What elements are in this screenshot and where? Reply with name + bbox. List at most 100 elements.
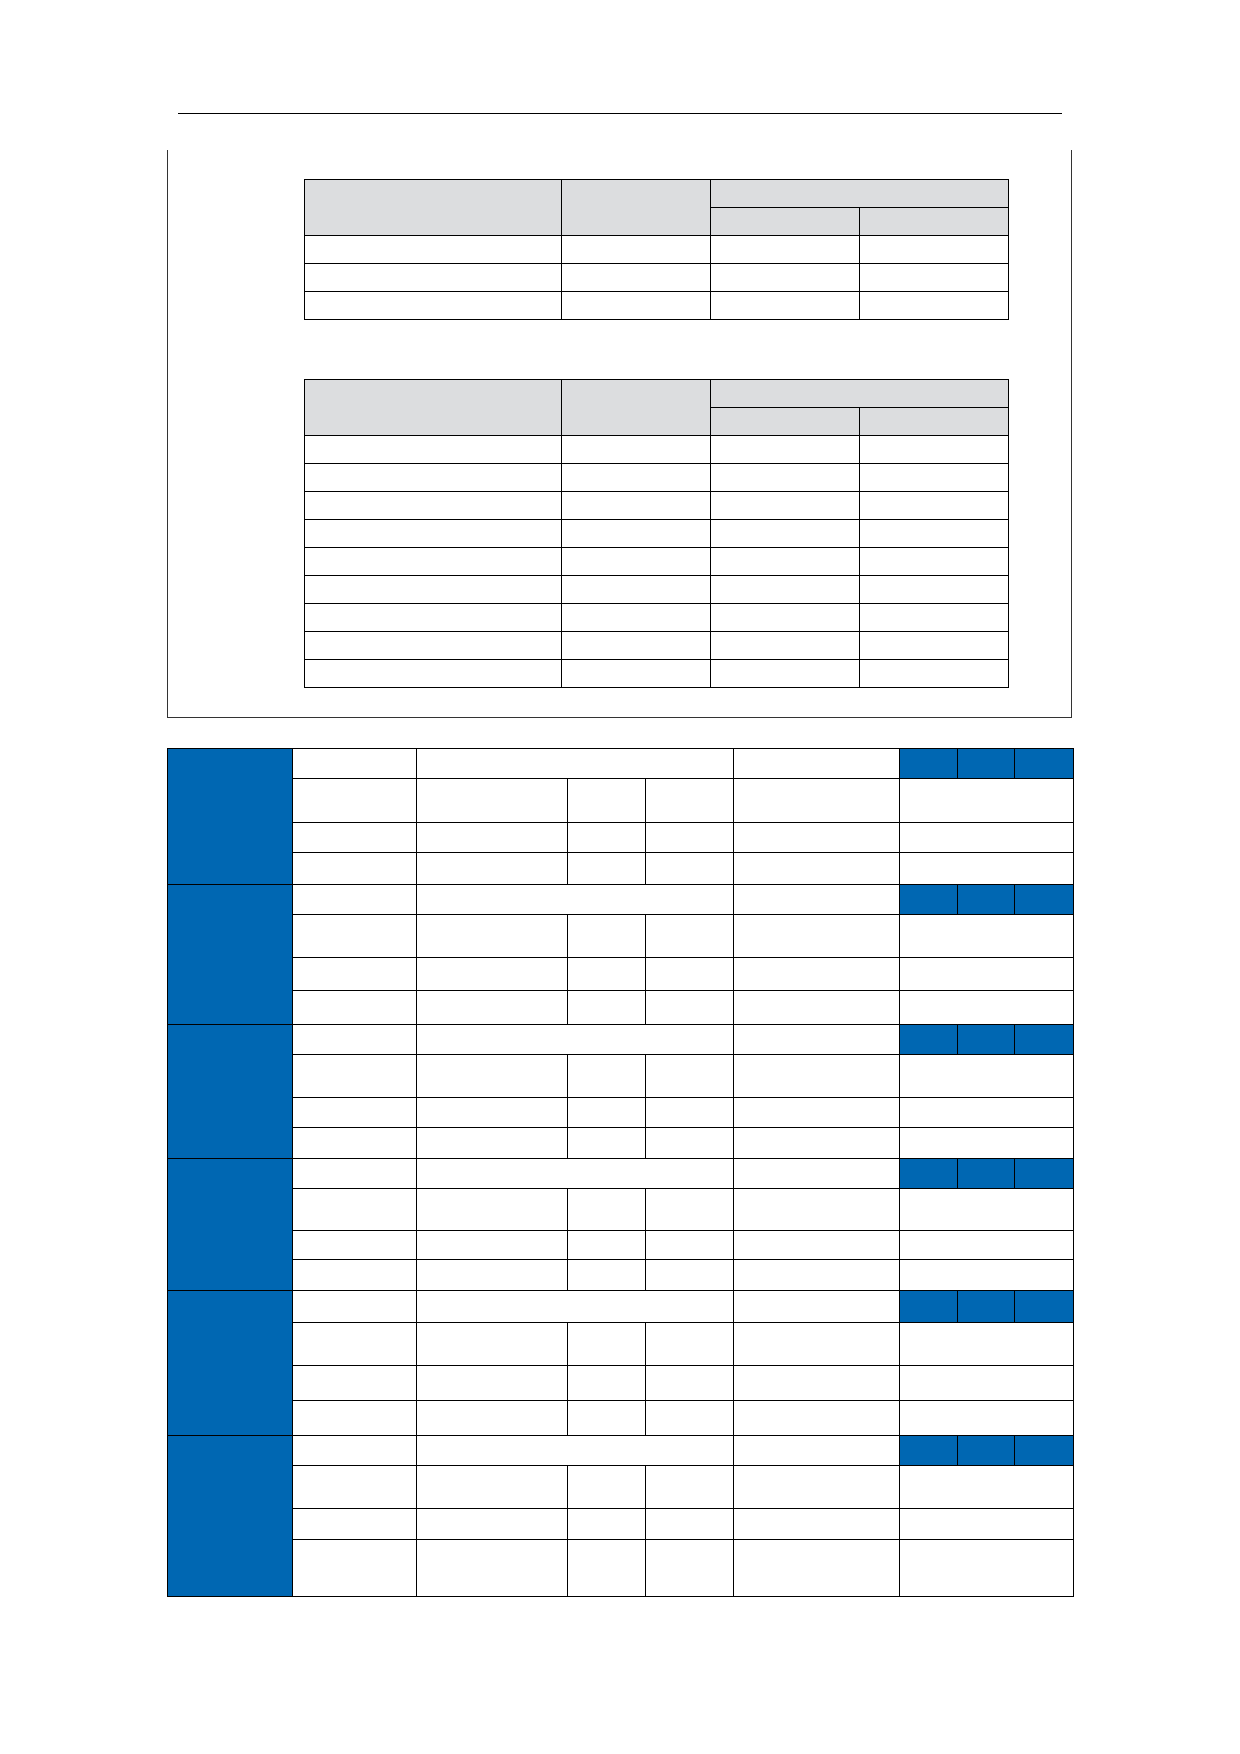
table-cell	[292, 1127, 417, 1159]
table-row	[168, 1054, 1075, 1098]
section-label-cell	[167, 1158, 293, 1291]
table-cell	[733, 1158, 901, 1189]
table-row	[167, 1435, 1075, 1597]
table-row	[168, 822, 1075, 853]
table-row	[167, 1290, 1075, 1436]
table-cell	[416, 822, 568, 853]
table-cell	[292, 1435, 417, 1466]
table-cell	[859, 291, 1009, 320]
blue-header-cell	[1014, 884, 1075, 915]
table-cell	[415, 1290, 735, 1323]
table-cell	[644, 1230, 735, 1260]
table-cell	[416, 1539, 568, 1597]
table-row	[168, 1188, 1075, 1231]
table-cell	[859, 659, 1009, 688]
table-cell	[292, 748, 417, 779]
table-cell	[710, 435, 860, 464]
table-row	[304, 659, 1009, 688]
section-label-cell	[167, 1435, 293, 1597]
table-cell	[416, 1188, 568, 1231]
table-cell	[733, 1188, 901, 1231]
table-row	[304, 291, 1009, 320]
blue-header-cell	[957, 1158, 1016, 1189]
table-row	[168, 990, 1075, 1025]
table-cell	[415, 1158, 735, 1189]
table-cell	[644, 1539, 735, 1597]
table-cell	[304, 575, 562, 604]
section-label-cell	[167, 1290, 293, 1436]
table-cell	[733, 1230, 901, 1260]
table-cell	[899, 822, 1075, 853]
table-cell	[416, 1508, 568, 1540]
table-cell	[567, 1054, 646, 1098]
table-cell	[733, 1127, 901, 1159]
blue-header-cell	[899, 1158, 959, 1189]
table-cell	[292, 1097, 417, 1128]
table-cell	[415, 1435, 735, 1466]
table-cell	[733, 1024, 901, 1055]
table-row	[304, 463, 1009, 492]
table-cell	[304, 291, 562, 320]
table-cell	[416, 1230, 568, 1260]
table-cell	[304, 603, 562, 632]
table-cell	[899, 1539, 1075, 1597]
table-cell	[567, 1259, 646, 1291]
table-cell	[292, 1259, 417, 1291]
table-row	[168, 852, 1075, 885]
table-row	[168, 1259, 1075, 1291]
blue-header-cell	[957, 884, 1016, 915]
table-cell	[644, 990, 735, 1025]
table-row	[167, 1158, 1075, 1291]
table-cell	[710, 263, 860, 292]
table-cell	[899, 1322, 1075, 1366]
table-cell	[859, 235, 1009, 264]
section-label-cell	[167, 748, 293, 885]
header-cell	[561, 179, 711, 236]
table-cell	[644, 852, 735, 885]
table-row	[168, 1322, 1075, 1366]
table-cell	[567, 778, 646, 823]
table-cell	[561, 603, 711, 632]
table-cell	[899, 1400, 1075, 1436]
table-cell	[292, 778, 417, 823]
table-cell	[644, 1127, 735, 1159]
table-cell	[899, 1230, 1075, 1260]
table-cell	[644, 1097, 735, 1128]
blue-header-cell	[1014, 748, 1075, 779]
table-cell	[561, 235, 711, 264]
table-cell	[899, 1508, 1075, 1540]
table-cell	[561, 463, 711, 492]
table-cell	[416, 1127, 568, 1159]
table-cell	[416, 778, 568, 823]
table-cell	[710, 659, 860, 688]
table-cell	[415, 1024, 735, 1055]
table-cell	[292, 1188, 417, 1231]
table-cell	[304, 463, 562, 492]
table-cell	[567, 957, 646, 991]
table-cell	[416, 1322, 568, 1366]
table-cell	[644, 822, 735, 853]
table-cell	[292, 1158, 417, 1189]
table-row	[168, 1539, 1075, 1597]
table-cell	[292, 852, 417, 885]
table-row	[167, 748, 1075, 885]
table-cell	[859, 547, 1009, 576]
table-cell	[304, 491, 562, 520]
blue-header-cell	[899, 1435, 959, 1466]
table-cell	[304, 435, 562, 464]
table-cell	[415, 748, 735, 779]
table-cell	[644, 1508, 735, 1540]
table-cell	[859, 463, 1009, 492]
table-cell	[304, 235, 562, 264]
blue-header-cell	[957, 748, 1016, 779]
table-row	[168, 914, 1075, 958]
header-cell	[710, 179, 1009, 208]
table-cell	[899, 778, 1075, 823]
table-cell	[859, 435, 1009, 464]
table-cell	[733, 1465, 901, 1509]
table-cell	[899, 1465, 1075, 1509]
table-cell	[416, 1259, 568, 1291]
table-cell	[561, 435, 711, 464]
table-cell	[733, 990, 901, 1025]
blue-header-cell	[1014, 1024, 1075, 1055]
